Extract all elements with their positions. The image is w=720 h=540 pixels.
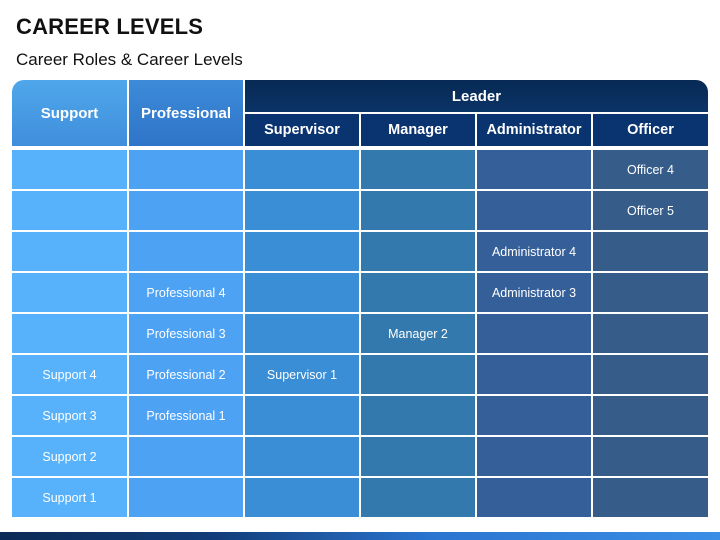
- grid-cell-manager: [361, 150, 475, 189]
- grid-cell-administrator: [477, 314, 591, 353]
- supervisor-column-header: Supervisor: [245, 114, 359, 146]
- grid-cell-administrator: Administrator 3: [477, 273, 591, 312]
- officer-column-header: Officer: [593, 114, 708, 146]
- grid-cell-support: [12, 314, 127, 353]
- grid-cell-supervisor: Supervisor 1: [245, 355, 359, 394]
- grid-cell-professional: [129, 191, 243, 230]
- grid-cell-officer: Officer 4: [593, 150, 708, 189]
- grid-cell-officer: [593, 314, 708, 353]
- grid-cell-supervisor: [245, 232, 359, 271]
- grid-cell-supervisor: [245, 437, 359, 476]
- grid-cell-officer: [593, 478, 708, 517]
- grid-cell-administrator: [477, 150, 591, 189]
- grid-cell-administrator: Administrator 4: [477, 232, 591, 271]
- grid-cell-professional: [129, 232, 243, 271]
- grid-cell-support: Support 2: [12, 437, 127, 476]
- leader-group-header: Leader: [245, 80, 708, 112]
- professional-column-header: Professional: [129, 80, 243, 146]
- support-column-header: Support: [12, 80, 127, 146]
- grid-cell-support: [12, 191, 127, 230]
- page-title: CAREER LEVELS: [16, 14, 204, 39]
- grid-cell-supervisor: [245, 150, 359, 189]
- manager-column-header: Manager: [361, 114, 475, 146]
- grid-cell-support: Support 1: [12, 478, 127, 517]
- grid-cell-officer: Officer 5: [593, 191, 708, 230]
- grid-cell-supervisor: [245, 396, 359, 435]
- grid-cell-supervisor: [245, 478, 359, 517]
- grid-cell-professional: [129, 437, 243, 476]
- grid-cell-professional: Professional 2: [129, 355, 243, 394]
- grid-cell-administrator: [477, 191, 591, 230]
- grid-cell-professional: Professional 3: [129, 314, 243, 353]
- grid-cell-supervisor: [245, 314, 359, 353]
- grid-cell-manager: Manager 2: [361, 314, 475, 353]
- grid-cell-administrator: [477, 355, 591, 394]
- grid-cell-manager: [361, 396, 475, 435]
- page-subtitle: Career Roles & Career Levels: [16, 50, 243, 69]
- administrator-column-header: Administrator: [477, 114, 591, 146]
- grid-cell-support: Support 4: [12, 355, 127, 394]
- grid-cell-administrator: [477, 396, 591, 435]
- grid-cell-officer: [593, 232, 708, 271]
- grid-cell-manager: [361, 478, 475, 517]
- grid-cell-administrator: [477, 437, 591, 476]
- grid-cell-professional: [129, 478, 243, 517]
- grid-cell-manager: [361, 355, 475, 394]
- grid-cell-manager: [361, 232, 475, 271]
- grid-cell-support: [12, 232, 127, 271]
- grid-cell-support: [12, 273, 127, 312]
- grid-cell-administrator: [477, 478, 591, 517]
- grid-cell-manager: [361, 273, 475, 312]
- grid-cell-supervisor: [245, 273, 359, 312]
- grid-cell-manager: [361, 191, 475, 230]
- grid-cell-professional: Professional 1: [129, 396, 243, 435]
- grid-cell-manager: [361, 437, 475, 476]
- grid-cell-supervisor: [245, 191, 359, 230]
- grid-cell-professional: [129, 150, 243, 189]
- grid-cell-support: [12, 150, 127, 189]
- grid-cell-officer: [593, 355, 708, 394]
- grid-cell-officer: [593, 396, 708, 435]
- footer-accent-bar: [0, 532, 720, 540]
- grid-cell-officer: [593, 437, 708, 476]
- grid-cell-support: Support 3: [12, 396, 127, 435]
- grid-cell-professional: Professional 4: [129, 273, 243, 312]
- grid-cell-officer: [593, 273, 708, 312]
